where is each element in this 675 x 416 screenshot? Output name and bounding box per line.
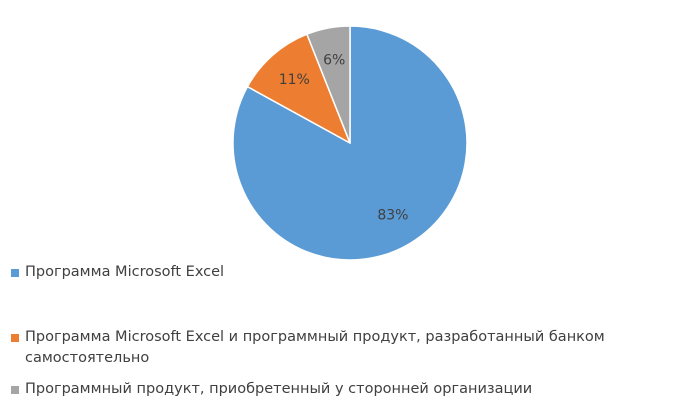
legend-swatch-third-party-product [11, 386, 19, 394]
legend-label-third-party-product: Программный продукт, приобретенный у сто… [25, 381, 533, 397]
legend-label-excel: Программа Microsoft Excel [25, 264, 225, 280]
pie-slice-third-party-product [306, 25, 351, 144]
legend-label-excel-and-own-product: Программа Microsoft Excel и программный … [25, 329, 605, 366]
legend-swatch-excel-and-own-product [11, 334, 19, 342]
data-label-excel: 83% [377, 208, 408, 224]
legend-item-excel-and-own-product: Программа Microsoft Excel и программный … [11, 327, 666, 369]
legend-swatch-excel [11, 269, 19, 277]
data-label-excel-and-own-product: 11% [279, 72, 310, 88]
pie-slices [232, 25, 468, 261]
pie-value-labels: 83% 11% 6% [279, 52, 409, 223]
data-label-third-party-product: 6% [323, 52, 345, 68]
pie-slice-excel-and-own-product [246, 33, 351, 144]
legend-item-third-party-product: Программный продукт, приобретенный у сто… [11, 379, 666, 400]
legend-item-excel: Программа Microsoft Excel [11, 262, 666, 283]
